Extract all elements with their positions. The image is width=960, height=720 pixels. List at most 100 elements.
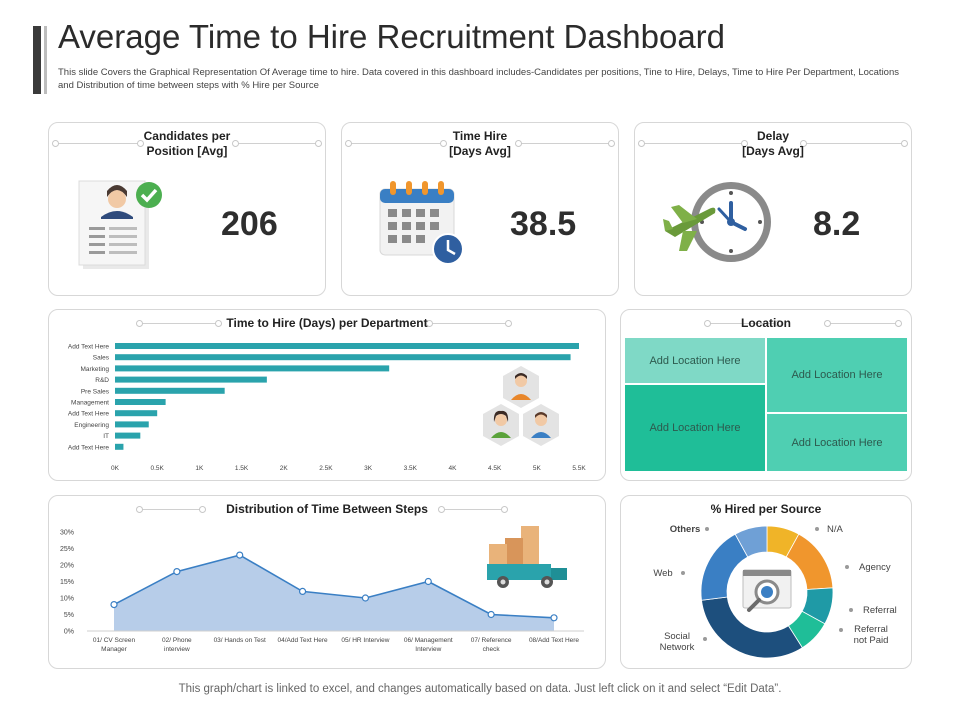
dept-bar-tick: 1.5K (235, 465, 249, 472)
kpi-delay-value: 8.2 (813, 205, 861, 243)
dept-bar[interactable] (115, 421, 149, 428)
dept-bar-label: Engineering (74, 422, 109, 429)
dept-bar-tick: 2.5K (319, 465, 333, 472)
donut-leader-dot (849, 608, 853, 612)
dept-bar[interactable] (115, 410, 158, 417)
donut-leader-dot (845, 565, 849, 569)
location-cell-2[interactable]: Add Location Here (624, 384, 766, 472)
location-cell-3[interactable]: Add Location Here (766, 337, 908, 413)
steps-x-label: 04/Add Text Here (278, 637, 328, 644)
steps-area-chart-title: Distribution of Time Between Steps (226, 502, 428, 516)
dept-bar-tick: 3.5K (404, 465, 418, 472)
kpi-time-hire-value: 38.5 (510, 205, 577, 243)
kpi-time-hire-title-line1: Time Hire (452, 129, 508, 143)
steps-y-tick: 0% (64, 629, 74, 636)
dept-bar-tick: 2K (280, 465, 289, 472)
steps-y-tick: 20% (60, 563, 74, 570)
donut-leader-dot (703, 637, 707, 641)
title-accent-bar (33, 26, 41, 94)
dept-bar-tick: 3K (364, 465, 373, 472)
steps-point[interactable] (487, 610, 495, 619)
donut-leader-dot (705, 527, 709, 531)
dept-bar-tick: 0.5K (150, 465, 164, 472)
steps-y-tick: 15% (60, 579, 74, 586)
dept-bar-label: Add Text Here (68, 411, 109, 418)
footer-note: This graph/chart is linked to excel, and… (178, 683, 782, 695)
dept-bar[interactable] (115, 354, 571, 361)
dept-bar-label: Add Text Here (68, 444, 109, 451)
steps-point[interactable] (298, 587, 307, 596)
steps-area-chart: 0% 5% 10% 15% 20% 25% 30% 01/ CV Screen Manager 0… (60, 530, 584, 653)
donut-label: Social Network (660, 631, 695, 653)
dept-bar[interactable] (115, 376, 267, 383)
steps-y-tick: 5% (64, 612, 74, 619)
donut-label: Others (670, 524, 701, 535)
dept-bar[interactable] (115, 387, 225, 394)
location-cell-1[interactable]: Add Location Here (624, 337, 766, 384)
hired-source-donut: N/A Agency Referral Referral not Paid Social N… (653, 524, 897, 659)
kpi-card-candidates[interactable]: Candidates per Position [Avg] 206 (48, 122, 326, 296)
team-hexagon-icon (483, 366, 559, 446)
steps-x-label: 03/ Hands on Test (214, 637, 266, 644)
web-search-icon (742, 569, 792, 612)
steps-point[interactable] (236, 551, 244, 559)
calendar-clock-icon (379, 181, 464, 265)
steps-area-line (113, 554, 555, 619)
kpi-time-hire-title-line2: [Days Avg] (449, 144, 511, 158)
steps-point[interactable] (424, 577, 432, 586)
steps-point[interactable] (361, 594, 370, 602)
dept-bar-tick: 4K (448, 465, 457, 472)
dept-bar[interactable] (115, 399, 166, 405)
donut-label: N/A (827, 524, 844, 535)
steps-point[interactable] (550, 614, 558, 622)
dept-bar-label: Management (71, 400, 109, 407)
steps-x-label: 06/ Management Interview (404, 637, 453, 653)
dept-bar-tick: 5K (533, 465, 542, 472)
steps-point[interactable] (173, 567, 181, 576)
hired-source-donut-card[interactable]: % Hired per Source N/A Agency Referral Refe… (620, 495, 912, 669)
donut-leader-dot (815, 527, 819, 531)
location-title: Location (741, 316, 791, 330)
plane-clock-icon (663, 182, 771, 262)
dept-bar-label: Add Text Here (68, 344, 109, 351)
kpi-card-delay[interactable]: Delay [Days Avg] 8.2 (634, 122, 912, 296)
donut-leader-dot (681, 571, 685, 575)
donut-label: Agency (859, 562, 891, 573)
dept-bar[interactable] (115, 365, 390, 372)
dept-bar-tick: 5.5K (572, 465, 586, 472)
dept-bar-label: Marketing (80, 366, 109, 373)
steps-x-label: 01/ CV Screen Manager (93, 637, 136, 653)
steps-x-label: 02/ Phone interview (162, 637, 192, 653)
delivery-truck-icon (487, 526, 567, 588)
resume-icon (78, 180, 162, 269)
donut-leader-dot (839, 628, 843, 632)
kpi-candidates-value: 206 (221, 205, 278, 243)
dept-bar-label: IT (103, 433, 109, 440)
hired-source-title: % Hired per Source (710, 502, 822, 516)
kpi-delay-title-line1: Delay (756, 129, 790, 143)
dept-bar-label: Pre Sales (81, 388, 110, 395)
page-title: Average Time to Hire Recruitment Dashboa… (58, 18, 726, 55)
steps-y-tick: 10% (60, 596, 74, 603)
dept-bar[interactable] (115, 432, 141, 439)
steps-area-chart-card[interactable]: Distribution of Time Between Steps 0% 5% 1… (48, 495, 606, 669)
kpi-delay-title-line2: [Days Avg] (742, 144, 804, 158)
dept-bar-chart: Add Text Here Sales Marketing R&D Pre Sales M… (68, 343, 586, 472)
dept-bar-label: Sales (93, 355, 110, 362)
dept-bar-chart-card[interactable]: Time to Hire (Days) per Department Add T… (48, 309, 606, 481)
steps-x-label: 07/ Reference check (471, 637, 512, 653)
dept-bar[interactable] (115, 343, 579, 349)
dept-bar[interactable] (115, 443, 124, 450)
dept-bar-tick: 0K (111, 465, 120, 472)
steps-point[interactable] (110, 600, 118, 609)
donut-slice[interactable] (734, 525, 768, 558)
kpi-card-time-hire[interactable]: Time Hire [Days Avg] 38.5 (341, 122, 619, 296)
location-cell-4[interactable]: Add Location Here (766, 413, 908, 472)
location-card[interactable]: Location Add Location Here Add Location … (620, 309, 912, 481)
kpi-candidates-title-line2: Position [Avg] (146, 144, 228, 158)
dept-bar-tick: 4.5K (488, 465, 502, 472)
steps-x-label: 08/Add Text Here (529, 637, 579, 644)
steps-x-label: 05/ HR Interview (341, 637, 389, 644)
dept-bar-label: R&D (95, 377, 109, 384)
steps-y-tick: 25% (60, 546, 74, 553)
